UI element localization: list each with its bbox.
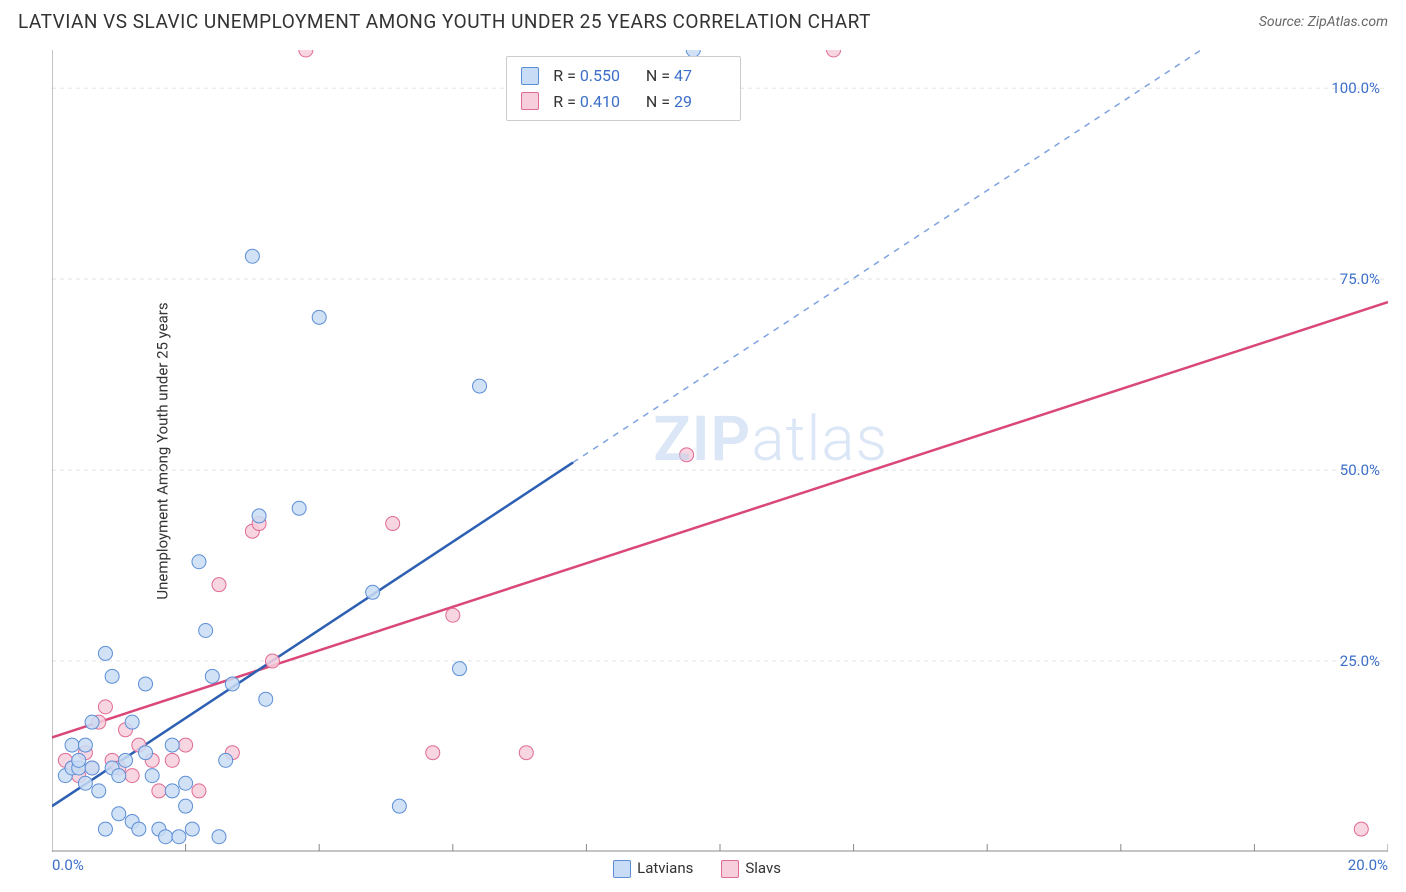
- swatch-latvians: [521, 67, 539, 85]
- swatch-latvians-icon: [613, 860, 631, 878]
- legend-label-latvians: Latvians: [637, 859, 693, 877]
- y-tick-label: 50.0%: [1340, 461, 1380, 479]
- latvians-r-value: 0.550: [580, 63, 632, 89]
- legend-item-slavs: Slavs: [721, 859, 781, 878]
- latvians-n-value: 47: [674, 63, 726, 89]
- chart-area: Unemployment Among Youth under 25 years …: [52, 50, 1388, 852]
- legend-label-slavs: Slavs: [745, 859, 781, 877]
- legend-item-latvians: Latvians: [613, 859, 693, 878]
- scatter-plot: [52, 50, 1388, 852]
- legend-row-slavs: R = 0.410 N = 29: [521, 89, 726, 115]
- swatch-slavs-icon: [721, 860, 739, 878]
- n-label: N =: [646, 66, 674, 85]
- header: LATVIAN VS SLAVIC UNEMPLOYMENT AMONG YOU…: [0, 0, 1406, 39]
- swatch-slavs: [521, 92, 539, 110]
- x-tick-label: 20.0%: [1348, 856, 1388, 874]
- x-tick-label: 0.0%: [52, 856, 84, 874]
- y-tick-label: 25.0%: [1340, 652, 1380, 670]
- y-tick-label: 75.0%: [1340, 270, 1380, 288]
- chart-title: LATVIAN VS SLAVIC UNEMPLOYMENT AMONG YOU…: [18, 10, 871, 33]
- source-attribution: Source: ZipAtlas.com: [1259, 14, 1388, 30]
- slavs-r-value: 0.410: [580, 89, 632, 115]
- source-name: ZipAtlas.com: [1308, 14, 1388, 30]
- source-prefix: Source:: [1259, 14, 1308, 30]
- n-label: N =: [646, 92, 674, 111]
- r-label: R =: [553, 66, 580, 85]
- slavs-n-value: 29: [674, 89, 726, 115]
- correlation-legend: R = 0.550 N = 47 R = 0.410 N = 29: [506, 56, 741, 121]
- r-label: R =: [553, 92, 580, 111]
- series-legend: Latvians Slavs: [613, 859, 781, 878]
- legend-row-latvians: R = 0.550 N = 47: [521, 63, 726, 89]
- y-tick-label: 100.0%: [1331, 79, 1380, 97]
